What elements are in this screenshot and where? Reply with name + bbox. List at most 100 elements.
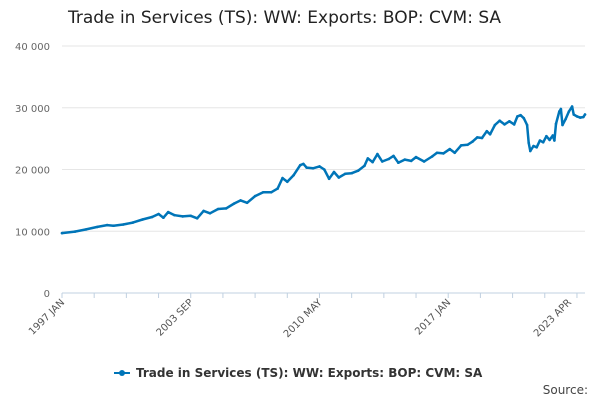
data-point [60,231,64,235]
y-tick-label: 10 000 [15,227,50,238]
y-tick-label: 0 [44,289,50,300]
data-point [403,158,407,161]
data-point [397,161,400,164]
data-point [181,215,184,218]
data-point [529,149,532,153]
data-point [216,207,220,211]
chart-title: Trade in Services (TS): WW: Exports: BOP… [68,8,502,28]
data-point [337,176,341,179]
data-point [553,139,556,142]
x-tick-label: 2010 MAY [282,297,325,340]
data-point [276,187,279,190]
data-point [245,201,249,205]
data-point [578,116,582,119]
data-point [493,123,497,127]
data-point [286,180,289,184]
legend[interactable]: Trade in Services (TS): WW: Exports: BOP… [114,366,482,380]
y-tick-label: 40 000 [15,42,50,53]
data-point [281,176,284,180]
data-point [535,146,538,149]
data-point [554,122,558,126]
data-point [232,202,236,205]
legend-label: Trade in Services (TS): WW: Exports: BOP… [136,366,483,380]
data-point [409,159,413,163]
data-point [485,129,489,133]
data-point [84,228,88,231]
data-point [527,141,530,145]
data-point [435,151,439,155]
data-point [488,133,492,136]
data-point [73,230,77,233]
data-point [332,170,336,174]
data-point [380,160,384,163]
data-point [261,191,265,194]
data-point [269,191,273,194]
data-point [471,140,474,143]
data-point [208,212,212,215]
data-point [532,144,535,148]
data-point [448,147,452,151]
data-point [327,177,331,181]
data-point [305,166,308,169]
data-point [195,217,199,220]
data-point [480,136,484,140]
data-point [302,162,305,166]
data-point [292,173,296,177]
data-point [162,216,165,219]
data-point [459,144,463,147]
data-point [141,218,144,221]
data-point [453,151,457,155]
data-point [298,163,302,167]
data-point [516,115,519,118]
legend-line-marker-icon [114,370,130,376]
data-point [541,141,545,144]
data-point [498,119,502,122]
data-point [512,123,516,126]
data-point [166,210,170,214]
data-point [570,105,574,108]
data-point [551,134,555,137]
data-point [387,157,391,161]
data-point [356,169,360,172]
x-tick-label: 2023 APR [532,297,574,339]
source-label: Source: [542,383,588,397]
data-point [224,207,228,210]
data-point [112,224,115,227]
data-point [538,139,542,142]
data-point [422,160,426,163]
data-point [561,123,564,127]
data-point [323,168,326,171]
data-point [508,120,511,123]
data-point [121,223,125,226]
data-point [430,155,434,158]
data-point [239,199,242,202]
data-point [189,214,192,218]
data-point [525,123,529,127]
data-point [131,221,135,224]
data-point [105,223,109,227]
data-point [466,143,469,147]
data-point [475,136,479,139]
data-point [582,115,585,119]
data-point [96,225,99,229]
data-point [157,212,160,216]
x-tick-label: 1997 JAN [27,297,67,337]
data-point [318,165,321,168]
x-tick-label: 2017 JAN [413,297,453,337]
data-point [522,116,526,120]
data-point [575,115,579,118]
data-point [202,209,205,213]
data-point [371,160,374,164]
data-point [366,157,370,160]
data-point [567,110,571,113]
data-point [558,110,561,113]
data-point [559,107,563,111]
data-point [350,171,354,175]
data-point [311,167,315,170]
data-point [503,123,506,126]
data-point [150,215,154,219]
data-point [376,152,379,156]
data-point [442,152,445,155]
data-point [343,172,347,176]
